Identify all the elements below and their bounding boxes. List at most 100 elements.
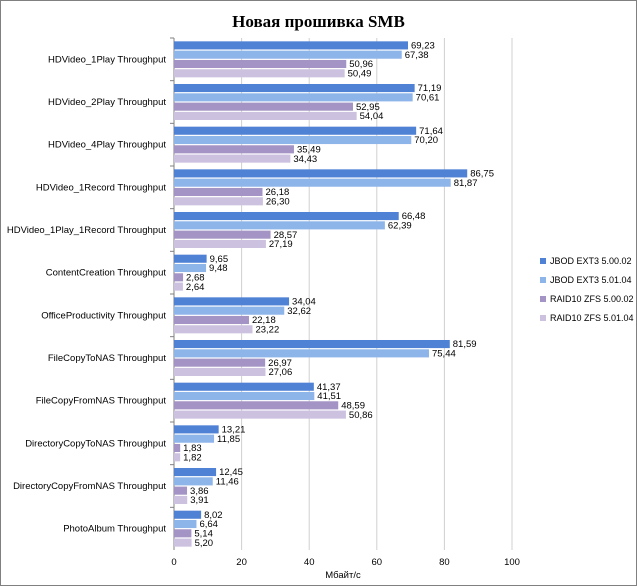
data-label: 86,75 — [470, 169, 494, 180]
bar — [174, 41, 408, 50]
data-label: 11,85 — [217, 434, 240, 445]
bar — [174, 401, 339, 410]
category-label: HDVideo_1Play_1Record Throughput — [7, 225, 167, 236]
data-label: 48,59 — [341, 400, 365, 411]
legend-label: RAID10 ZFS 5.01.04 — [550, 313, 634, 323]
data-label: 67,38 — [405, 50, 429, 61]
category-label: OfficeProductivity Throughput — [41, 310, 166, 321]
data-label: 3,86 — [190, 486, 209, 497]
x-tick-label: 60 — [372, 557, 383, 568]
bar — [174, 111, 357, 120]
bar — [174, 434, 215, 443]
data-label: 81,59 — [453, 339, 477, 350]
data-label: 71,19 — [418, 83, 442, 94]
legend-label: RAID10 ZFS 5.00.02 — [550, 294, 634, 304]
bar — [174, 254, 207, 263]
bar — [174, 477, 213, 486]
legend-label: JBOD EXT3 5.01.04 — [550, 275, 632, 285]
bar — [174, 230, 271, 239]
legend-label: JBOD EXT3 5.00.02 — [550, 256, 632, 266]
data-label: 71,64 — [419, 126, 443, 137]
bar — [174, 145, 294, 154]
bar — [174, 221, 385, 230]
data-label: 11,46 — [216, 477, 239, 488]
bar — [174, 340, 450, 349]
bar — [174, 486, 188, 495]
category-label: HDVideo_1Play Throughput — [48, 54, 166, 65]
bar — [174, 84, 415, 93]
bar — [174, 349, 429, 358]
bar — [174, 212, 399, 221]
data-label: 27,06 — [268, 367, 292, 378]
bar — [174, 59, 347, 69]
bar — [174, 102, 353, 111]
bar — [174, 519, 197, 529]
bar — [174, 410, 346, 419]
data-label: 32,62 — [287, 306, 311, 317]
data-label: 3,91 — [190, 495, 209, 506]
data-label: 50,49 — [348, 68, 372, 79]
x-tick-label: 40 — [304, 557, 315, 568]
legend-swatch — [540, 258, 546, 264]
data-label: 9,65 — [210, 254, 229, 265]
data-label: 70,61 — [416, 93, 440, 104]
data-label: 41,37 — [317, 382, 341, 393]
bar — [174, 529, 192, 538]
x-axis-label: Мбайт/с — [325, 570, 361, 581]
bar — [174, 50, 402, 59]
data-label: 26,97 — [268, 358, 292, 369]
data-label: 35,49 — [297, 144, 321, 155]
bar — [174, 263, 207, 273]
bar — [174, 297, 290, 306]
data-label: 34,43 — [293, 154, 317, 165]
data-label: 26,18 — [265, 187, 289, 198]
bar — [174, 154, 291, 163]
bar — [174, 93, 413, 102]
data-label: 34,04 — [292, 297, 316, 308]
data-label: 5,14 — [194, 528, 213, 539]
category-label: HDVideo_1Record Throughput — [36, 182, 166, 193]
bar — [174, 282, 183, 291]
data-label: 69,23 — [411, 41, 435, 52]
legend-swatch — [540, 315, 546, 321]
data-label: 9,48 — [209, 263, 228, 274]
bar — [174, 382, 314, 391]
bar — [174, 358, 266, 367]
category-label: FileCopyFromNAS Throughput — [36, 396, 167, 407]
data-label: 75,44 — [432, 349, 456, 360]
data-label: 28,57 — [274, 230, 298, 241]
bar — [174, 178, 451, 187]
category-label: PhotoAlbum Throughput — [63, 524, 166, 535]
data-label: 6,64 — [199, 519, 218, 530]
bar — [174, 315, 249, 325]
bar — [174, 391, 315, 401]
x-tick-label: 80 — [439, 557, 450, 568]
data-label: 1,82 — [183, 452, 202, 463]
category-label: DirectoryCopyToNAS Throughput — [25, 438, 166, 449]
x-tick-label: 100 — [504, 557, 520, 568]
data-label: 23,22 — [255, 324, 279, 335]
bar — [174, 453, 181, 462]
data-label: 41,51 — [317, 391, 341, 402]
category-label: ContentCreation Throughput — [46, 268, 167, 279]
data-label: 2,64 — [186, 282, 205, 293]
data-label: 81,87 — [454, 178, 478, 189]
category-label: HDVideo_4Play Throughput — [48, 140, 166, 151]
data-label: 1,83 — [183, 443, 202, 454]
data-label: 8,02 — [204, 510, 223, 521]
bar — [174, 306, 285, 315]
bar — [174, 425, 219, 434]
data-label: 50,96 — [349, 59, 373, 70]
category-label: DirectoryCopyFromNAS Throughput — [13, 481, 166, 492]
bar — [174, 273, 184, 282]
bar — [174, 187, 263, 197]
data-label: 22,18 — [252, 315, 276, 326]
bar — [174, 126, 417, 135]
bar — [174, 197, 263, 206]
data-label: 70,20 — [414, 135, 438, 146]
data-label: 54,04 — [360, 111, 384, 122]
category-label: FileCopyToNAS Throughput — [48, 353, 166, 364]
data-label: 2,68 — [186, 272, 205, 283]
data-label: 5,20 — [195, 538, 214, 549]
